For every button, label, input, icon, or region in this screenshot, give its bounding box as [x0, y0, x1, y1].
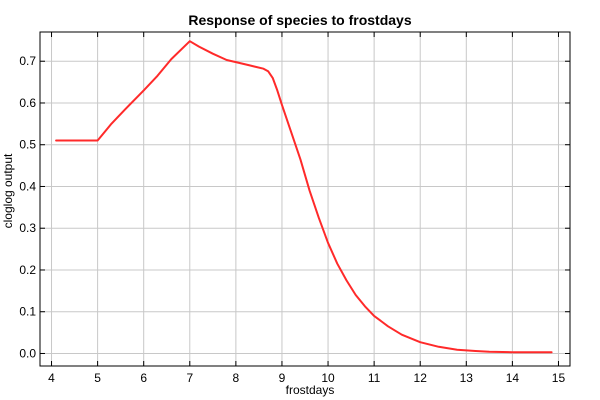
x-tick-label: 8 [233, 371, 240, 385]
y-tick-label: 0.6 [19, 96, 36, 110]
y-tick-label: 0.1 [19, 305, 36, 319]
x-tick-label: 12 [414, 371, 428, 385]
plot-frame [39, 31, 571, 367]
x-tick-label: 7 [186, 371, 193, 385]
x-tick-label: 14 [506, 371, 520, 385]
y-axis-label: cloglog output [1, 153, 15, 228]
x-tick-label: 9 [279, 371, 286, 385]
y-tick-label: 0.4 [19, 179, 36, 193]
y-tick-label: 0.0 [19, 346, 36, 360]
series [55, 40, 553, 354]
grid [40, 32, 570, 366]
x-tick-label: 15 [552, 371, 566, 385]
chart-title: Response of species to frostdays [188, 12, 412, 28]
x-tick-label: 10 [321, 371, 335, 385]
x-tick-label: 6 [140, 371, 147, 385]
x-tick-label: 4 [48, 371, 55, 385]
x-tick-label: 13 [460, 371, 474, 385]
series-line [55, 40, 553, 354]
x-tick-label: 11 [368, 371, 381, 385]
y-tick-label: 0.7 [19, 54, 36, 68]
y-tick-label: 0.3 [19, 221, 36, 235]
x-axis-label: frostdays [286, 383, 335, 397]
y-tick-label: 0.2 [19, 263, 36, 277]
axis-ticks: 4 5 6 7 8 9 10 11 12 13 14 15 0.0 0.1 0.2 0.3 0.4 0.5 0.6 0… [19, 32, 570, 385]
plot-frame-rect [39, 31, 571, 367]
x-tick-label: 5 [94, 371, 101, 385]
y-tick-label: 0.5 [19, 138, 36, 152]
